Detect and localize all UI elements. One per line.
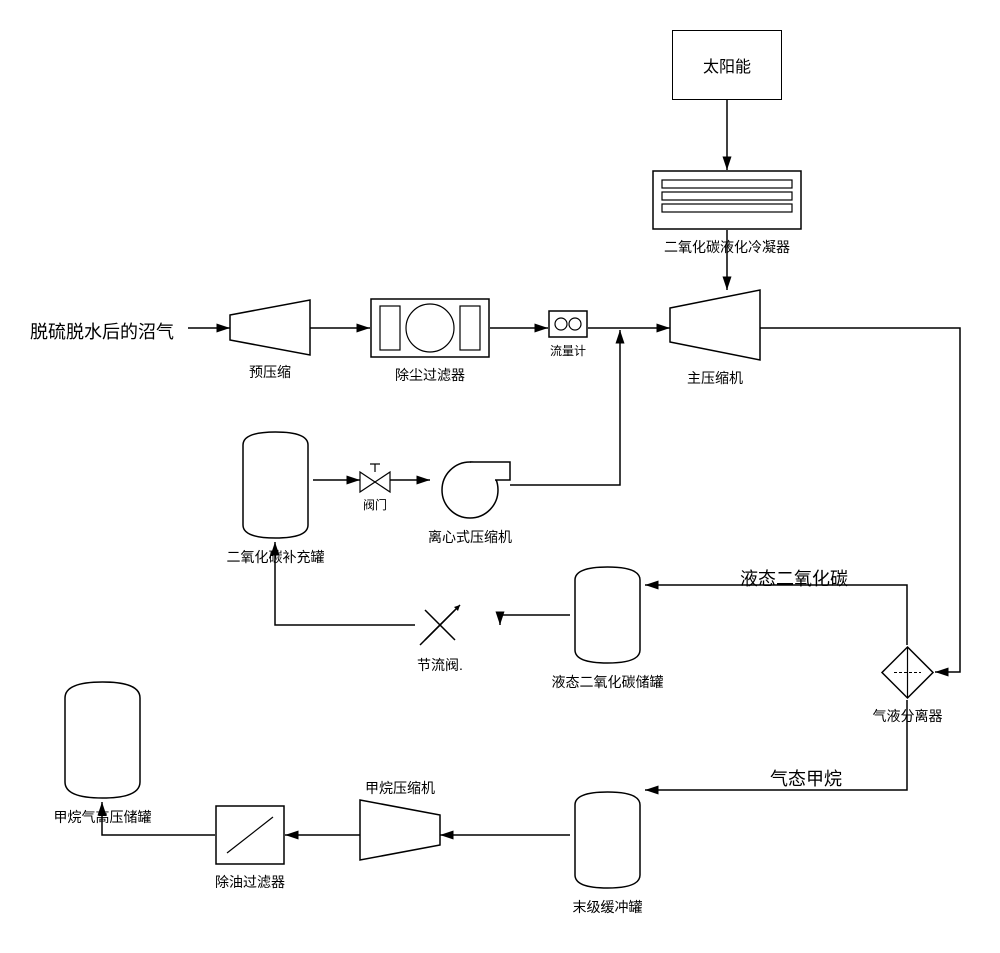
label-co2tank: 二氧化碳补充罐 <box>218 547 333 567</box>
node-valve <box>360 472 390 492</box>
label-oilfilter: 除油过滤器 <box>210 872 290 892</box>
node-co2tank <box>238 430 313 540</box>
label-liqco2tank: 液态二氧化碳储罐 <box>545 672 670 692</box>
label-separator: 气液分离器 <box>870 706 945 726</box>
label-dustfilter: 除尘过滤器 <box>370 365 490 385</box>
label-valve: 阀门 <box>360 496 390 513</box>
label-input: 脱硫脱水后的沼气 <box>30 318 174 344</box>
diagram-canvas: 太阳能 二氧化碳液化冷凝器 脱硫脱水后的沼气 预压缩 除尘过滤器 流量计 主压缩… <box>0 0 1000 953</box>
label-solar: 太阳能 <box>703 53 751 77</box>
label-ch4tank: 甲烷气高压储罐 <box>50 807 155 827</box>
node-maincompressor <box>670 290 760 360</box>
label-flowmeter: 流量计 <box>548 342 588 359</box>
node-ch4compressor <box>360 800 440 860</box>
node-condenser <box>652 170 802 230</box>
node-liqco2tank <box>570 565 645 665</box>
node-centrifugal <box>430 450 510 520</box>
node-ch4tank <box>60 680 145 800</box>
label-buffer: 末级缓冲罐 <box>565 897 650 917</box>
label-maincompressor: 主压缩机 <box>670 368 760 388</box>
label-liqco2text: 液态二氧化碳 <box>740 565 848 591</box>
label-throttle: 节流阀. <box>410 655 470 675</box>
node-separator <box>880 645 935 700</box>
label-centrifugal: 离心式压缩机 <box>420 527 520 547</box>
node-buffer <box>570 790 645 890</box>
label-condenser: 二氧化碳液化冷凝器 <box>652 237 802 257</box>
label-gasch4text: 气态甲烷 <box>770 765 842 791</box>
node-throttle <box>415 600 465 650</box>
label-precompress: 预压缩 <box>230 362 310 382</box>
label-ch4compressor: 甲烷压缩机 <box>360 778 440 798</box>
node-dustfilter <box>370 298 490 358</box>
node-solar: 太阳能 <box>672 30 782 100</box>
node-flowmeter <box>548 310 588 338</box>
node-precompress <box>230 300 310 355</box>
node-oilfilter <box>215 805 285 865</box>
